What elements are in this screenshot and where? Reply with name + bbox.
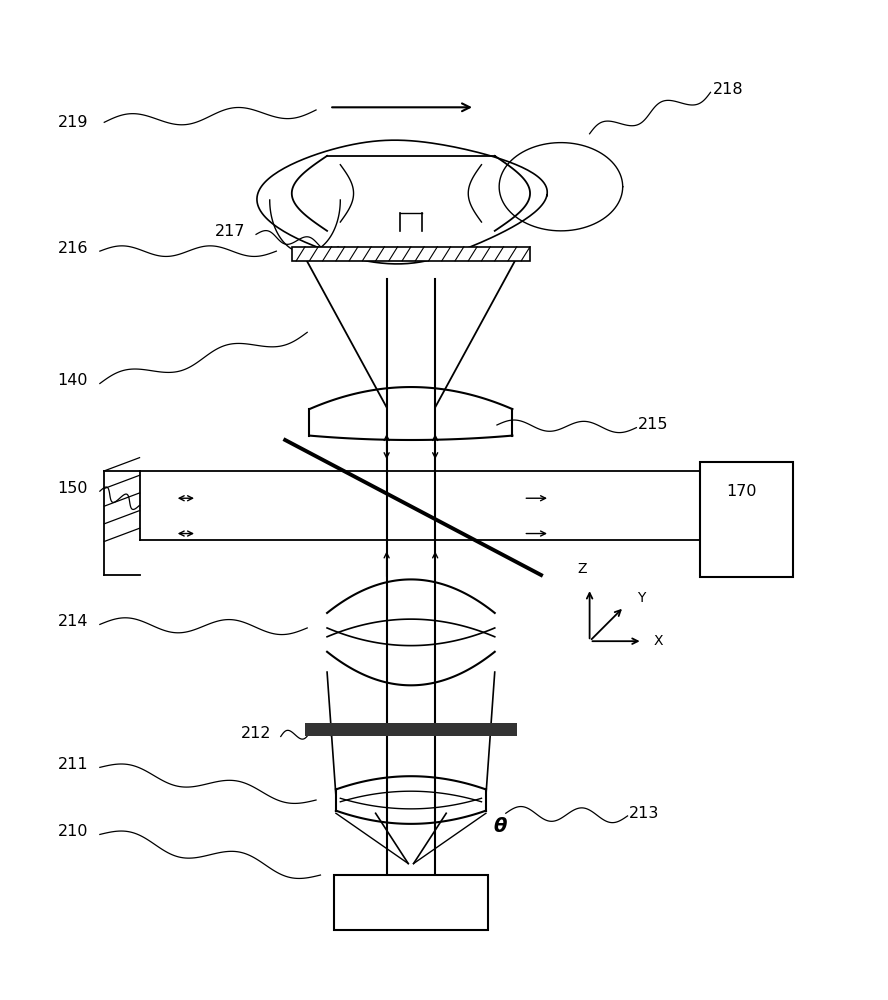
- Text: 216: 216: [58, 241, 88, 256]
- Text: 140: 140: [58, 373, 88, 388]
- Text: 219: 219: [58, 115, 88, 130]
- Bar: [334, 875, 488, 930]
- Text: 218: 218: [713, 82, 744, 97]
- Text: 217: 217: [215, 224, 245, 239]
- Text: 213: 213: [630, 806, 660, 821]
- Text: 170: 170: [726, 484, 757, 499]
- Text: 214: 214: [58, 614, 88, 629]
- Text: 215: 215: [638, 417, 669, 432]
- Text: 150: 150: [58, 481, 88, 496]
- Bar: [292, 247, 530, 261]
- Text: Y: Y: [638, 591, 646, 605]
- Text: 210: 210: [58, 824, 88, 839]
- Text: X: X: [654, 634, 663, 648]
- Bar: [305, 723, 517, 736]
- Text: 212: 212: [241, 726, 272, 741]
- Text: Z: Z: [578, 562, 587, 576]
- Text: 211: 211: [58, 757, 88, 772]
- Text: $\boldsymbol{\theta}$: $\boldsymbol{\theta}$: [493, 817, 507, 836]
- Bar: [700, 462, 793, 577]
